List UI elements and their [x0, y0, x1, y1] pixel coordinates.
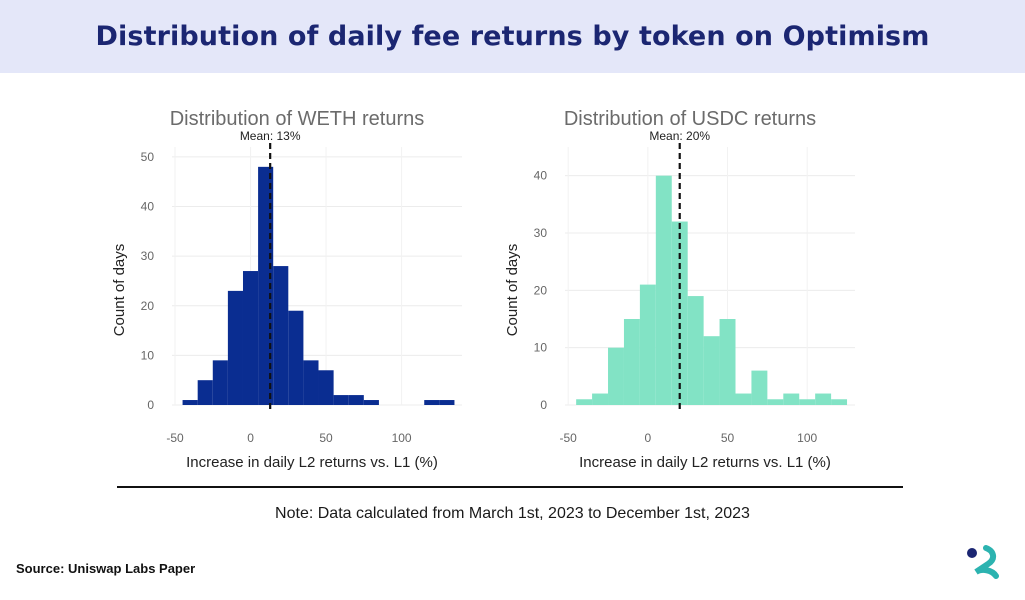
usdc-histogram-bar [767, 399, 784, 405]
usdc-histogram-bar [576, 399, 593, 405]
weth-y-tick-label: 30 [141, 249, 155, 263]
usdc-y-tick-label: 0 [540, 398, 547, 412]
weth-y-tick-label: 40 [141, 200, 155, 214]
usdc-x-tick-label: 0 [645, 431, 652, 445]
usdc-histogram-bar [655, 175, 672, 405]
weth-y-axis-label: Count of days [111, 244, 128, 337]
weth-x-axis-label: Increase in daily L2 returns vs. L1 (%) [186, 454, 438, 471]
weth-histogram-bar [424, 400, 440, 405]
usdc-histogram-bar [608, 347, 624, 405]
usdc-x-axis-label: Increase in daily L2 returns vs. L1 (%) [579, 454, 831, 471]
usdc-histogram-bar [719, 319, 736, 405]
weth-x-tick-label: 50 [319, 431, 333, 445]
weth-histogram-bar [242, 271, 259, 405]
usdc-y-axis-label: Count of days [504, 244, 521, 337]
usdc-x-tick-label: 100 [797, 431, 817, 445]
weth-x-tick-label: -50 [166, 431, 184, 445]
weth-histogram-bar [303, 360, 319, 405]
usdc-histogram-bar [687, 296, 704, 405]
uniswap-labs-logo-icon [967, 545, 999, 579]
usdc-histogram-bar [831, 399, 848, 405]
weth-mean-label: Mean: 13% [240, 129, 301, 143]
weth-x-tick-label: 100 [392, 431, 412, 445]
usdc-histogram-bar [623, 319, 640, 405]
footer-divider [117, 486, 903, 488]
usdc-x-tick-label: -50 [560, 431, 578, 445]
usdc-histogram-bar [815, 393, 832, 405]
weth-histogram-bar [227, 290, 243, 405]
weth-y-tick-label: 10 [141, 348, 155, 362]
weth-histogram-bar [333, 395, 349, 405]
usdc-x-tick-label: 50 [721, 431, 735, 445]
usdc-histogram-bar [703, 336, 720, 405]
usdc-y-tick-label: 40 [534, 169, 548, 183]
weth-y-tick-label: 20 [141, 299, 155, 313]
usdc-mean-label: Mean: 20% [649, 129, 710, 143]
weth-y-tick-label: 0 [147, 398, 154, 412]
usdc-histogram-bar [592, 393, 609, 405]
usdc-histogram-bar [783, 393, 800, 405]
source-label: Source: Uniswap Labs Paper [16, 561, 196, 576]
usdc-histogram-bar [751, 370, 768, 405]
weth-histogram-bar [197, 380, 213, 405]
title-banner: Distribution of daily fee returns by tok… [0, 0, 1025, 73]
weth-histogram-bar [273, 266, 289, 405]
weth-histogram-bar [363, 400, 379, 405]
usdc-histogram-bar [639, 284, 656, 405]
weth-histogram-bar [318, 370, 334, 405]
weth-chart-title: Distribution of WETH returns [170, 108, 425, 130]
weth-histogram-bar [439, 400, 455, 405]
weth-histogram-bar [182, 400, 198, 405]
usdc-histogram-bar [799, 399, 816, 405]
data-note: Note: Data calculated from March 1st, 20… [275, 505, 750, 522]
weth-histogram-bar [288, 310, 304, 405]
page-title: Distribution of daily fee returns by tok… [95, 21, 930, 52]
usdc-y-tick-label: 10 [534, 341, 548, 355]
usdc-chart-title: Distribution of USDC returns [564, 108, 816, 130]
weth-histogram-bar [348, 395, 364, 405]
usdc-histogram-bar [735, 393, 752, 405]
weth-histogram-bar [212, 360, 228, 405]
usdc-y-tick-label: 20 [534, 283, 548, 297]
weth-x-tick-label: 0 [247, 431, 254, 445]
weth-y-tick-label: 50 [141, 150, 155, 164]
usdc-y-tick-label: 30 [534, 226, 548, 240]
